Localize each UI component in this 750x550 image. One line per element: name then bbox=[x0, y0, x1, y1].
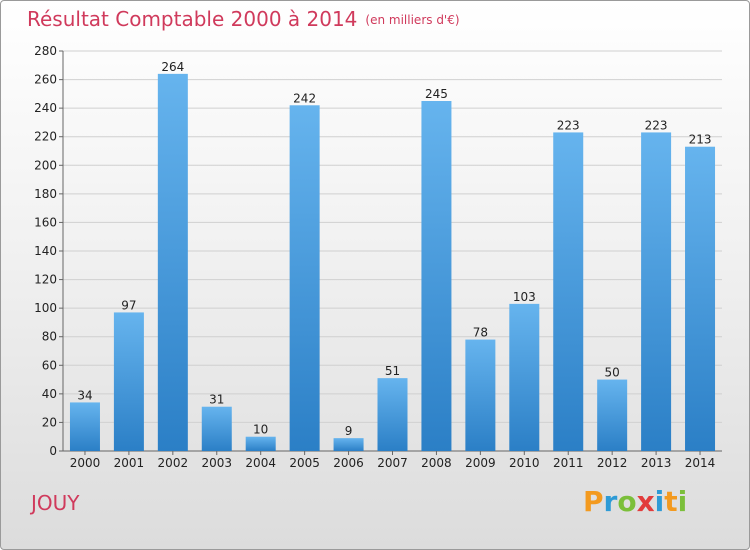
y-tick-label: 160 bbox=[34, 215, 57, 229]
y-tick-label: 180 bbox=[34, 187, 57, 201]
logo-letter: r bbox=[603, 485, 618, 518]
bar bbox=[113, 312, 144, 451]
y-tick-label: 260 bbox=[34, 73, 57, 87]
bar bbox=[157, 73, 188, 451]
chart-title-text: Résultat Comptable 2000 à 2014 bbox=[27, 7, 358, 31]
x-tick-label: 2013 bbox=[641, 456, 672, 470]
y-tick-label: 140 bbox=[34, 244, 57, 258]
bar-value-label: 223 bbox=[645, 118, 668, 132]
logo-letter: i bbox=[677, 485, 688, 518]
bar-value-label: 242 bbox=[293, 91, 316, 105]
y-tick-label: 120 bbox=[34, 273, 57, 287]
bar bbox=[245, 436, 276, 451]
bar bbox=[553, 132, 584, 451]
chart-subtitle: (en milliers d'€) bbox=[365, 13, 460, 27]
bar-value-label: 245 bbox=[425, 87, 448, 101]
bar-value-label: 223 bbox=[557, 118, 580, 132]
y-tick-label: 100 bbox=[34, 301, 57, 315]
bar bbox=[509, 303, 540, 451]
x-tick-label: 2012 bbox=[597, 456, 628, 470]
bar bbox=[289, 105, 320, 452]
bar-value-label: 51 bbox=[385, 364, 400, 378]
y-tick-label: 0 bbox=[49, 444, 57, 458]
bar-value-label: 97 bbox=[121, 298, 136, 312]
y-tick-label: 280 bbox=[34, 44, 57, 58]
x-tick-label: 2009 bbox=[465, 456, 496, 470]
bars bbox=[69, 73, 716, 452]
bar-value-label: 10 bbox=[253, 423, 268, 437]
chart-title: Résultat Comptable 2000 à 2014 (en millie… bbox=[27, 7, 460, 31]
x-tick-label: 2005 bbox=[289, 456, 320, 470]
bar-value-label: 78 bbox=[473, 326, 488, 340]
y-tick-label: 220 bbox=[34, 130, 57, 144]
y-tick-label: 200 bbox=[34, 158, 57, 172]
city-name: JOUY bbox=[31, 491, 80, 515]
y-tick-label: 80 bbox=[42, 330, 57, 344]
x-tick-label: 2010 bbox=[509, 456, 540, 470]
bar bbox=[465, 339, 496, 451]
bar bbox=[201, 406, 232, 451]
bar bbox=[685, 146, 716, 451]
x-tick-label: 2003 bbox=[201, 456, 232, 470]
bar bbox=[377, 378, 408, 451]
y-tick-label: 240 bbox=[34, 101, 57, 115]
x-tick-label: 2011 bbox=[553, 456, 584, 470]
bar-value-label: 264 bbox=[161, 60, 184, 74]
x-tick-label: 2004 bbox=[245, 456, 276, 470]
bar bbox=[597, 379, 628, 451]
x-tick-label: 2014 bbox=[685, 456, 716, 470]
axes: 0 20 40 60 80 100 120 140 160 180 200 220 240 260 280 2… bbox=[34, 44, 722, 470]
bar-value-label: 34 bbox=[77, 388, 92, 402]
bar-value-label: 50 bbox=[605, 366, 620, 380]
bar bbox=[69, 402, 100, 451]
x-tick-label: 2002 bbox=[158, 456, 189, 470]
proxiti-logo: Proxiti bbox=[583, 485, 687, 518]
x-tick-label: 2000 bbox=[70, 456, 101, 470]
bar-value-label: 9 bbox=[345, 424, 353, 438]
logo-letter: P bbox=[583, 485, 604, 518]
bar-value-label: 213 bbox=[689, 133, 712, 147]
x-tick-label: 2007 bbox=[377, 456, 408, 470]
x-tick-label: 2006 bbox=[333, 456, 364, 470]
logo-letter: o bbox=[617, 485, 637, 518]
bar-value-label: 103 bbox=[513, 290, 536, 304]
logo-letter: t bbox=[664, 485, 678, 518]
logo-letter: i bbox=[654, 485, 665, 518]
y-tick-label: 20 bbox=[42, 415, 57, 429]
bar-value-label: 31 bbox=[209, 393, 224, 407]
logo-letter: x bbox=[636, 485, 655, 518]
bar bbox=[641, 132, 672, 451]
y-tick-label: 60 bbox=[42, 358, 57, 372]
bar bbox=[333, 438, 364, 451]
x-tick-label: 2001 bbox=[114, 456, 145, 470]
x-tick-label: 2008 bbox=[421, 456, 452, 470]
bar bbox=[421, 101, 452, 451]
y-tick-label: 40 bbox=[42, 387, 57, 401]
value-labels: 34 97 264 31 10 242 9 51 245 78 103 223 50 223 213 bbox=[77, 60, 711, 438]
